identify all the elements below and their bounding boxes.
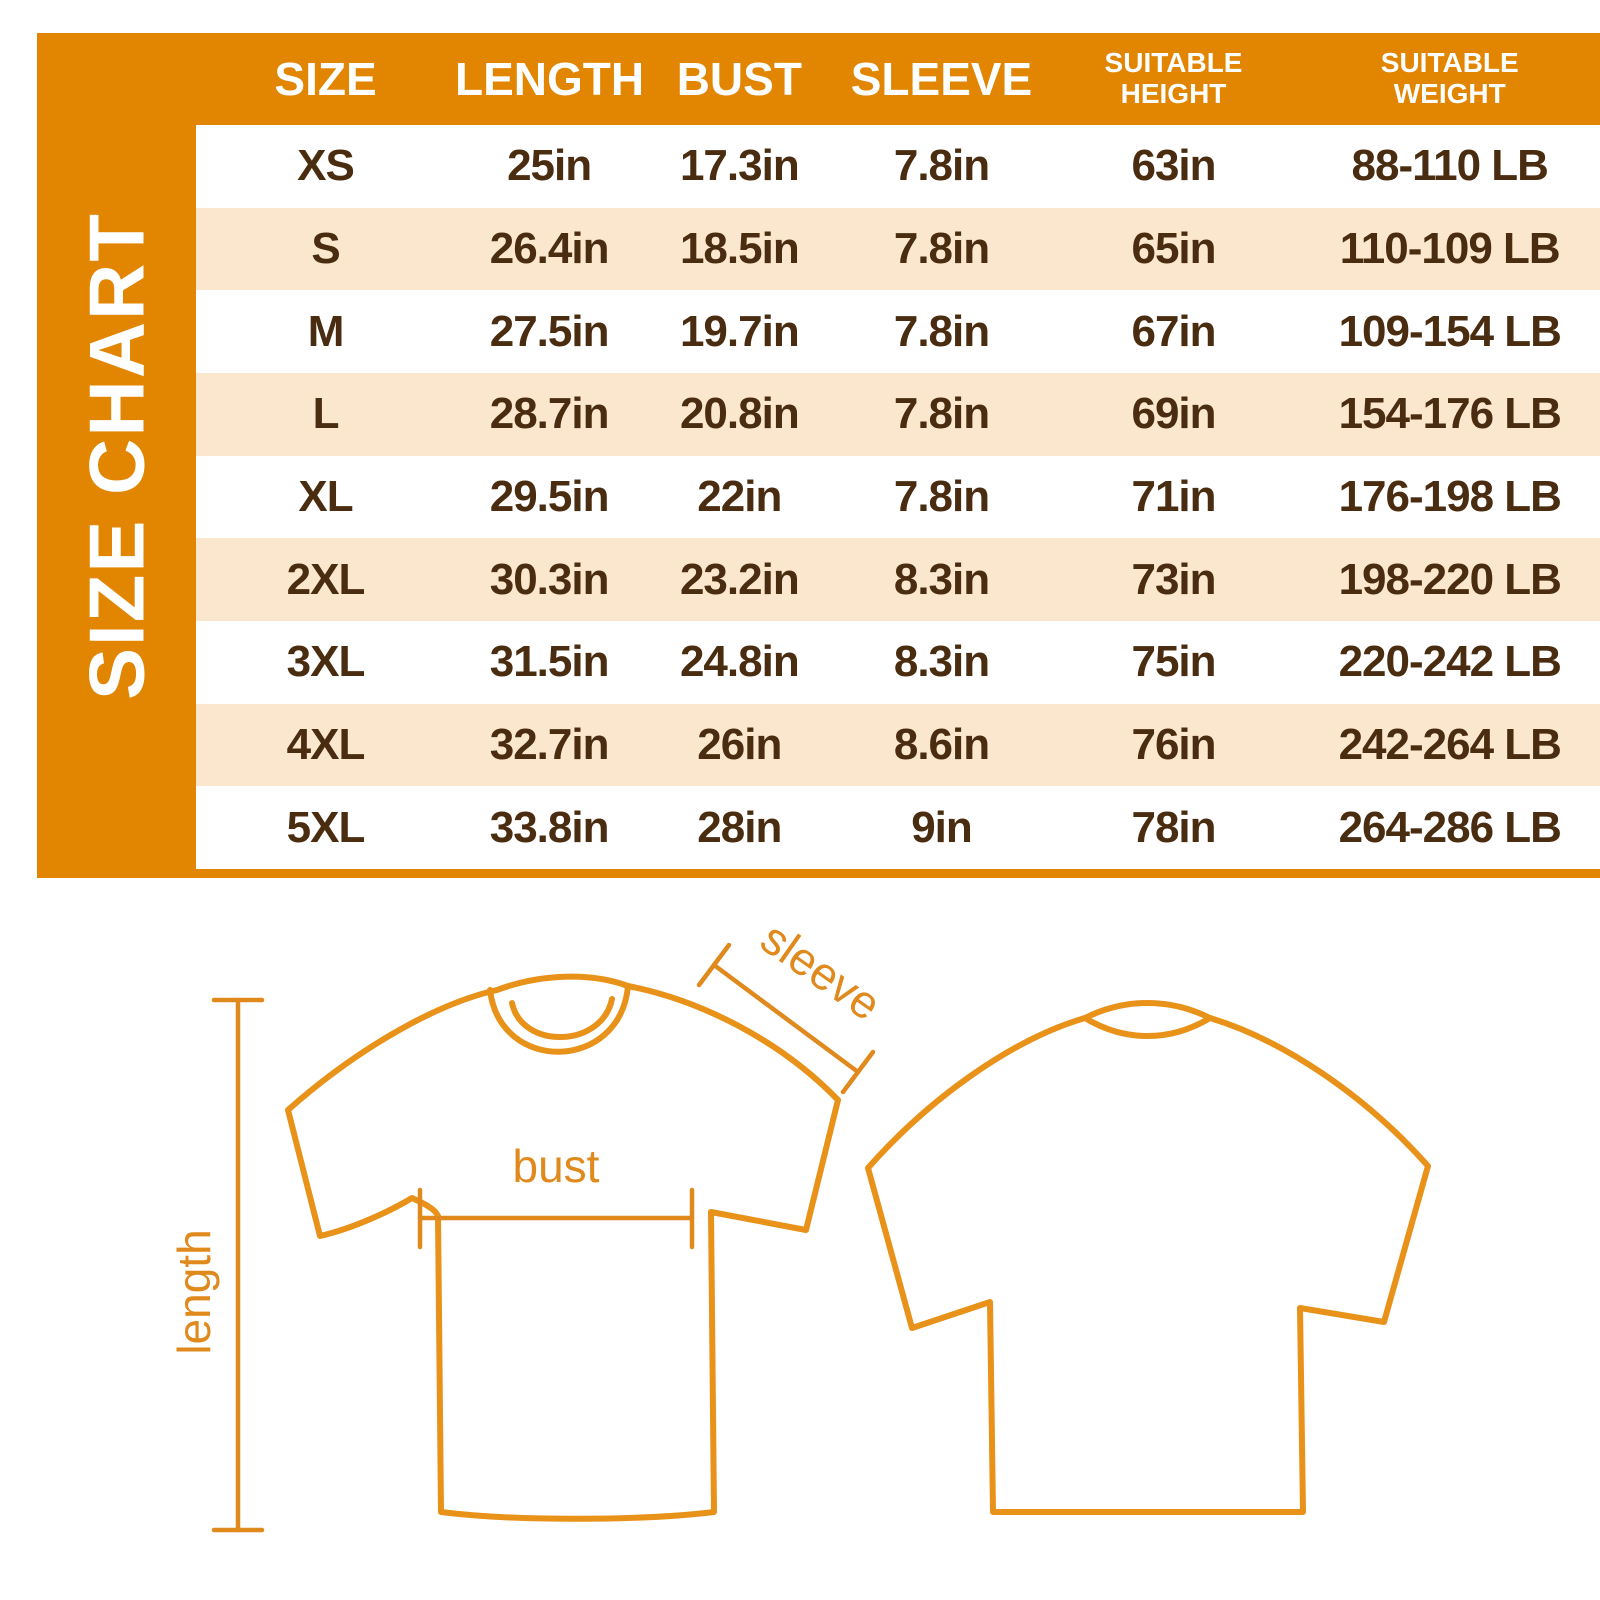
cell-size: XL	[298, 472, 353, 522]
table-row-m: M 27.5in 19.7in 7.8in 67in 109-154 LB	[196, 290, 1600, 374]
table-row-5xl: 5XL 33.8in 28in 9in 78in 264-286 LB	[196, 786, 1600, 870]
cell-weight: 110-109 LB	[1339, 224, 1561, 273]
cell-bust: 20.8in	[679, 389, 800, 439]
cell-length: 27.5in	[489, 306, 610, 356]
cell-bust: 22in	[697, 472, 782, 522]
cell-height: 71in	[1131, 472, 1216, 522]
table-row-s: S 26.4in 18.5in 7.8in 65in 110-109 LB	[196, 207, 1600, 291]
header-bust: BUST	[676, 53, 802, 105]
cell-weight: 88-110 LB	[1351, 141, 1549, 191]
tshirt-back-outline	[865, 1000, 1431, 1515]
table-row-4xl: 4XL 32.7in 26in 8.6in 76in 242-264 LB	[196, 703, 1600, 787]
header-length: LENGTH	[455, 53, 645, 105]
header-size: SIZE	[274, 53, 377, 105]
header-suitable-weight: SUITABLE WEIGHT	[1380, 47, 1519, 109]
cell-sleeve: 7.8in	[893, 389, 990, 439]
cell-size: M	[307, 306, 345, 356]
cell-bust: 23.2in	[679, 554, 800, 604]
cell-bust: 28in	[697, 802, 782, 852]
cell-size: 3XL	[286, 637, 366, 687]
cell-height: 67in	[1131, 306, 1216, 356]
size-chart-panel: SIZE CHART SIZE LENGTH BUST SLEEVE SUITA…	[37, 33, 1600, 878]
header-sleeve: SLEEVE	[850, 53, 1033, 105]
cell-sleeve: 7.8in	[893, 472, 990, 522]
cell-length: 33.8in	[489, 802, 610, 852]
cell-height: 73in	[1131, 554, 1216, 604]
cell-size: S	[311, 224, 340, 273]
cell-bust: 18.5in	[679, 224, 800, 273]
bust-measure-line	[417, 1187, 695, 1250]
cell-sleeve: 8.3in	[893, 637, 990, 687]
table-header-row: SIZE LENGTH BUST SLEEVE SUITABLE HEIGHT …	[196, 33, 1600, 125]
tshirt-measurement-diagram: length bust sleeve	[0, 900, 1600, 1580]
cell-weight: 264-286 LB	[1338, 802, 1562, 852]
table-body: XS 25in 17.3in 7.8in 63in 88-110 LB S 26…	[196, 125, 1600, 870]
length-label: length	[168, 1229, 220, 1354]
cell-length: 31.5in	[489, 637, 610, 687]
table-row-3xl: 3XL 31.5in 24.8in 8.3in 75in 220-242 LB	[196, 621, 1600, 704]
cell-bust: 19.7in	[679, 306, 800, 356]
cell-height: 65in	[1131, 224, 1216, 273]
cell-sleeve: 7.8in	[893, 306, 990, 356]
cell-length: 28.7in	[489, 389, 610, 439]
cell-sleeve: 8.3in	[893, 554, 990, 604]
header-suitable-height: SUITABLE HEIGHT	[1104, 47, 1243, 109]
cell-length: 26.4in	[489, 224, 610, 273]
cell-weight: 176-198 LB	[1338, 472, 1562, 522]
cell-length: 30.3in	[489, 554, 610, 604]
cell-sleeve: 8.6in	[893, 720, 990, 770]
table-row-2xl: 2XL 30.3in 23.2in 8.3in 73in 198-220 LB	[196, 538, 1600, 622]
cell-height: 69in	[1131, 389, 1216, 439]
cell-length: 29.5in	[489, 472, 610, 522]
cell-bust: 17.3in	[679, 141, 800, 191]
cell-weight: 220-242 LB	[1338, 637, 1562, 687]
cell-size: 2XL	[286, 554, 366, 604]
bust-label: bust	[513, 1140, 600, 1192]
cell-height: 78in	[1131, 802, 1216, 852]
size-table: SIZE LENGTH BUST SLEEVE SUITABLE HEIGHT …	[196, 33, 1600, 878]
cell-height: 63in	[1131, 141, 1216, 191]
cell-weight: 154-176 LB	[1338, 389, 1562, 439]
table-row-xl: XL 29.5in 22in 7.8in 71in 176-198 LB	[196, 455, 1600, 539]
cell-weight: 198-220 LB	[1338, 554, 1562, 604]
cell-sleeve: 7.8in	[893, 141, 990, 191]
tshirt-front-outline	[285, 973, 841, 1522]
cell-height: 75in	[1131, 637, 1216, 687]
cell-height: 76in	[1131, 720, 1216, 770]
cell-size: 5XL	[286, 802, 366, 852]
page-title: SIZE CHART	[72, 211, 160, 700]
cell-length: 32.7in	[489, 720, 610, 770]
cell-weight: 242-264 LB	[1338, 720, 1562, 770]
sleeve-label: sleeve	[752, 911, 891, 1030]
cell-size: L	[312, 389, 340, 439]
cell-weight: 109-154 LB	[1338, 306, 1562, 356]
cell-sleeve: 9in	[911, 802, 973, 852]
cell-bust: 26in	[697, 720, 782, 770]
cell-size: 4XL	[286, 720, 366, 770]
cell-bust: 24.8in	[679, 637, 800, 687]
cell-sleeve: 7.8in	[893, 224, 990, 273]
length-measure-line	[211, 997, 265, 1533]
sleeve-measure-line	[696, 942, 876, 1095]
tshirt-diagram-svg: length bust sleeve	[168, 911, 1431, 1533]
table-row-l: L 28.7in 20.8in 7.8in 69in 154-176 LB	[196, 373, 1600, 456]
table-row-xs: XS 25in 17.3in 7.8in 63in 88-110 LB	[196, 125, 1600, 208]
cell-size: XS	[297, 141, 355, 191]
vertical-title-band: SIZE CHART	[37, 33, 196, 878]
cell-length: 25in	[507, 141, 592, 191]
